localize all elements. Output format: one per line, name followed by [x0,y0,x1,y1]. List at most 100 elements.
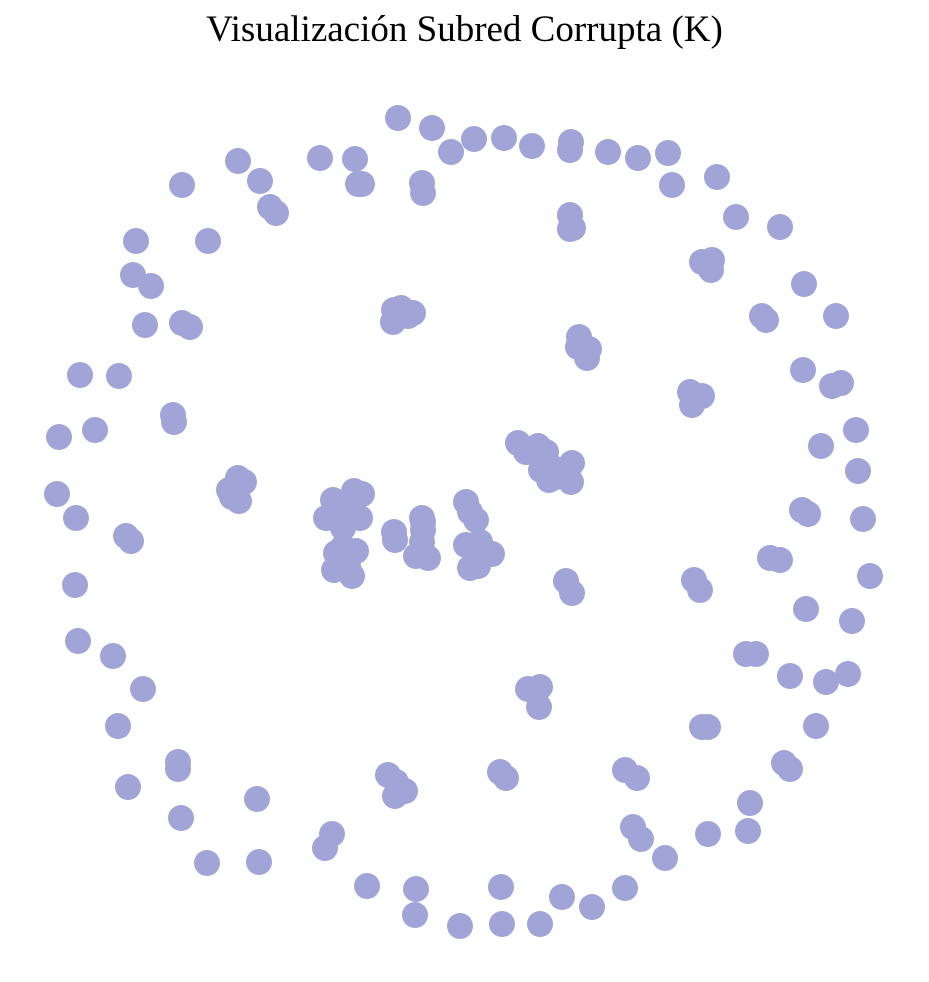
graph-node [493,765,519,791]
graph-node [410,180,436,206]
graph-node [488,874,514,900]
graph-node [695,821,721,847]
graph-node [130,676,156,702]
graph-node [687,577,713,603]
graph-node [419,115,445,141]
graph-node [489,911,515,937]
graph-node [839,608,865,634]
graph-node [735,818,761,844]
graph-node [624,765,650,791]
graph-node [349,171,375,197]
graph-node [342,146,368,172]
graph-node [44,481,70,507]
graph-node [385,105,411,131]
graph-node [100,643,126,669]
graph-node [438,139,464,165]
graph-node [62,572,88,598]
graph-node [307,145,333,171]
graph-node [67,362,93,388]
graph-node [808,433,834,459]
graph-node [465,553,491,579]
graph-node [82,417,108,443]
graph-node [519,133,545,159]
graph-node [526,694,552,720]
graph-node [767,214,793,240]
graph-node [461,126,487,152]
graph-node [823,303,849,329]
graph-node [118,528,144,554]
graph-node [244,786,270,812]
graph-node [169,172,195,198]
graph-node [312,835,338,861]
graph-node [595,139,621,165]
graph-node [115,774,141,800]
graph-node [410,509,436,535]
graph-node [247,168,273,194]
graph-node [828,370,854,396]
graph-node [659,172,685,198]
graph-node [463,507,489,533]
graph-node [330,515,356,541]
graph-node [382,527,408,553]
graph-node [527,674,553,700]
graph-node [767,547,793,573]
graph-node [628,826,654,852]
graph-node [743,641,769,667]
graph-node [793,596,819,622]
graph-node [194,850,220,876]
graph-node [850,506,876,532]
graph-node [339,563,365,589]
graph-node [557,216,583,242]
graph-node [65,628,91,654]
graph-node [559,580,585,606]
graph-node [400,300,426,326]
graph-node [447,913,473,939]
figure-title: Visualización Subred Corrupta (K) [206,9,723,50]
graph-node [579,894,605,920]
graph-node [679,392,705,418]
graph-node [843,417,869,443]
graph-node [655,140,681,166]
graph-node [415,545,441,571]
graph-node [753,307,779,333]
graph-node [803,713,829,739]
graph-node [557,137,583,163]
graph-node [527,911,553,937]
graph-node [612,875,638,901]
graph-node [704,164,730,190]
graph-node [695,714,721,740]
graph-node [226,488,252,514]
graph-node [138,273,164,299]
graph-node [790,357,816,383]
graph-node [63,505,89,531]
graph-node [549,884,575,910]
graph-node [574,345,600,371]
graph-node [835,661,861,687]
graph-node [777,663,803,689]
graph-node [491,125,517,151]
graph-node [165,756,191,782]
graph-node [380,309,406,335]
graph-node [263,200,289,226]
graph-node [652,845,678,871]
graph-node [339,490,365,516]
graph-node [795,501,821,527]
graph-node [177,314,203,340]
graph-node [723,204,749,230]
graph-node [403,876,429,902]
graph-node [225,148,251,174]
graph-node [543,464,569,490]
graph-node [246,849,272,875]
graph-node [698,257,724,283]
graph-node [737,790,763,816]
graph-node [777,756,803,782]
graph-node [105,713,131,739]
graph-node [382,783,408,809]
graph-node [625,145,651,171]
graph-node [857,563,883,589]
graph-node [161,409,187,435]
graph-node [402,902,428,928]
graph-node [791,271,817,297]
graph-node [813,669,839,695]
